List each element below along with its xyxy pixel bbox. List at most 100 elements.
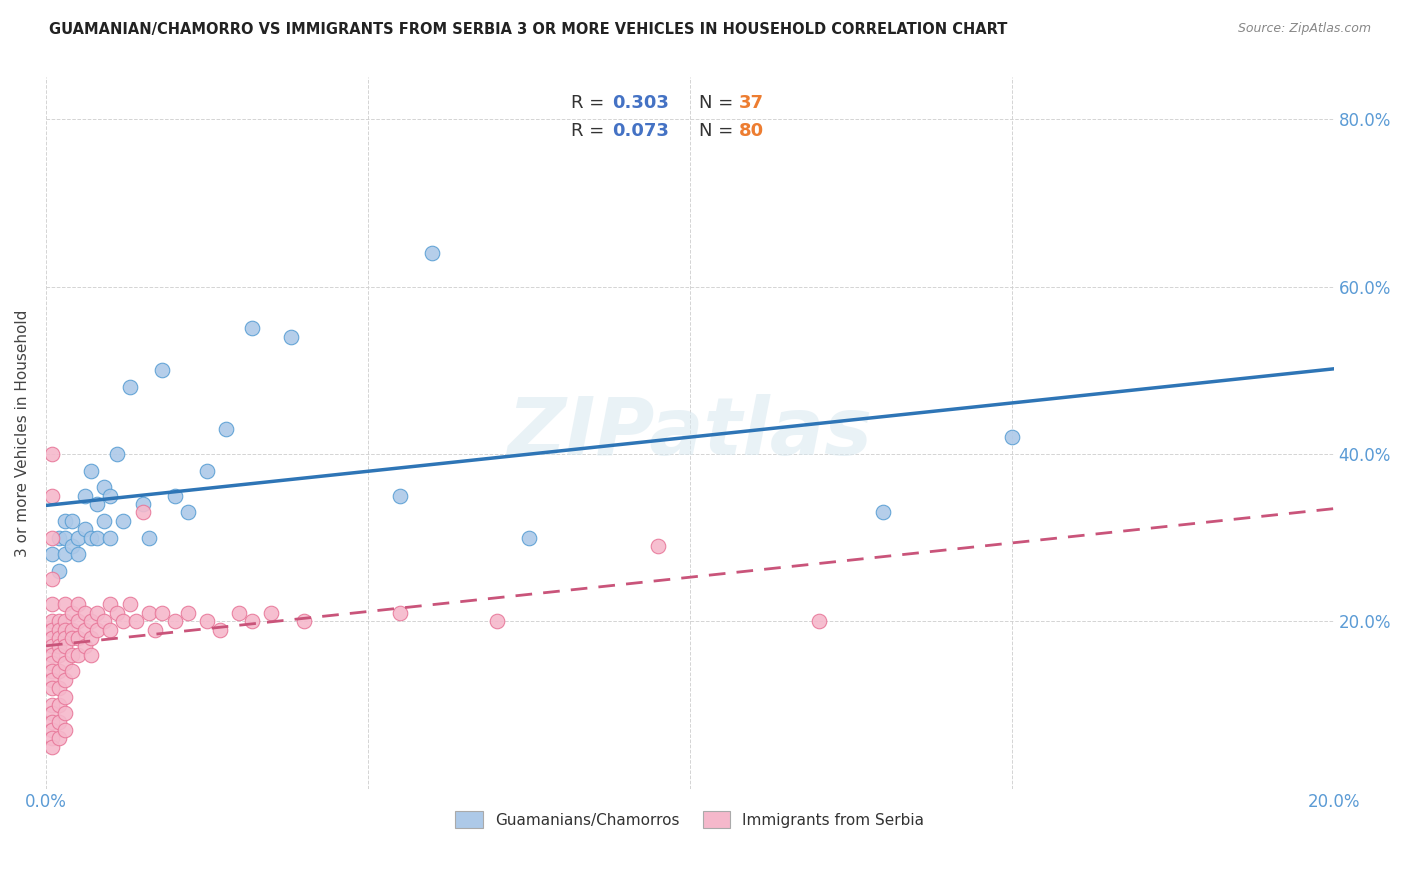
Point xyxy=(53,623,76,637)
Point xyxy=(73,623,96,637)
Point xyxy=(48,731,70,746)
Point xyxy=(807,614,830,628)
Point xyxy=(389,606,412,620)
Point xyxy=(240,614,263,628)
Point xyxy=(41,623,63,637)
Point xyxy=(131,506,153,520)
Point xyxy=(41,673,63,687)
Point xyxy=(292,614,315,628)
Point xyxy=(86,497,108,511)
Point xyxy=(228,606,250,620)
Point xyxy=(260,606,283,620)
Point xyxy=(41,698,63,712)
Point xyxy=(98,598,121,612)
Point xyxy=(67,547,90,561)
Point xyxy=(67,598,90,612)
Point xyxy=(41,739,63,754)
Y-axis label: 3 or more Vehicles in Household: 3 or more Vehicles in Household xyxy=(15,310,30,557)
Point xyxy=(60,665,83,679)
Point xyxy=(389,489,412,503)
Point xyxy=(41,598,63,612)
Text: N =: N = xyxy=(699,122,738,140)
Point xyxy=(53,690,76,704)
Point xyxy=(420,246,443,260)
Point xyxy=(48,681,70,695)
Point xyxy=(60,514,83,528)
Point xyxy=(41,447,63,461)
Text: R =: R = xyxy=(571,94,610,112)
Point xyxy=(118,598,141,612)
Point xyxy=(105,447,128,461)
Text: N =: N = xyxy=(699,94,738,112)
Point xyxy=(53,631,76,645)
Point xyxy=(98,489,121,503)
Point xyxy=(53,673,76,687)
Point xyxy=(67,631,90,645)
Point xyxy=(60,539,83,553)
Point xyxy=(41,547,63,561)
Point xyxy=(53,656,76,670)
Point xyxy=(73,640,96,654)
Text: 0.073: 0.073 xyxy=(613,122,669,140)
Text: 80: 80 xyxy=(738,122,763,140)
Point xyxy=(41,723,63,737)
Point xyxy=(53,640,76,654)
Point xyxy=(125,614,148,628)
Point xyxy=(138,606,160,620)
Point xyxy=(48,623,70,637)
Point xyxy=(80,531,103,545)
Point xyxy=(41,681,63,695)
Point xyxy=(80,614,103,628)
Text: ZIPatlas: ZIPatlas xyxy=(508,394,872,472)
Point xyxy=(41,640,63,654)
Point xyxy=(67,648,90,662)
Point xyxy=(41,648,63,662)
Text: 0.303: 0.303 xyxy=(613,94,669,112)
Point xyxy=(105,606,128,620)
Point xyxy=(53,531,76,545)
Point xyxy=(240,321,263,335)
Point xyxy=(41,665,63,679)
Point xyxy=(48,631,70,645)
Point xyxy=(150,363,173,377)
Point xyxy=(93,614,115,628)
Point xyxy=(53,706,76,721)
Point xyxy=(118,380,141,394)
Point xyxy=(145,623,167,637)
Point xyxy=(48,640,70,654)
Point xyxy=(517,531,540,545)
Point xyxy=(41,656,63,670)
Point xyxy=(86,606,108,620)
Point xyxy=(41,706,63,721)
Point xyxy=(41,714,63,729)
Point xyxy=(60,606,83,620)
Point xyxy=(98,531,121,545)
Point xyxy=(215,422,238,436)
Point xyxy=(176,506,198,520)
Point xyxy=(60,623,83,637)
Point xyxy=(131,497,153,511)
Text: R =: R = xyxy=(571,122,610,140)
Point xyxy=(41,489,63,503)
Point xyxy=(163,489,186,503)
Point xyxy=(80,464,103,478)
Point xyxy=(60,648,83,662)
Point xyxy=(41,631,63,645)
Point xyxy=(73,606,96,620)
Point xyxy=(112,614,135,628)
Point xyxy=(41,614,63,628)
Point xyxy=(53,723,76,737)
Point xyxy=(53,514,76,528)
Point xyxy=(93,514,115,528)
Point xyxy=(195,464,218,478)
Text: 37: 37 xyxy=(738,94,763,112)
Point xyxy=(53,614,76,628)
Point xyxy=(176,606,198,620)
Point xyxy=(67,614,90,628)
Point xyxy=(98,623,121,637)
Point xyxy=(208,623,231,637)
Point xyxy=(41,531,63,545)
Legend: Guamanians/Chamorros, Immigrants from Serbia: Guamanians/Chamorros, Immigrants from Se… xyxy=(450,805,931,834)
Point xyxy=(112,514,135,528)
Text: Source: ZipAtlas.com: Source: ZipAtlas.com xyxy=(1237,22,1371,36)
